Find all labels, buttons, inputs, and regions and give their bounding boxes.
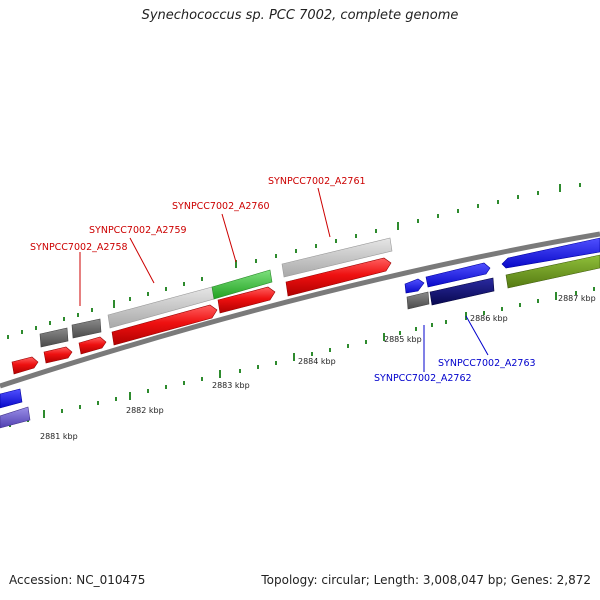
gene-olive[interactable] (505, 254, 600, 289)
gene-blue-long-upper[interactable] (501, 237, 600, 269)
genome-backbone (0, 231, 600, 389)
gene-blue-small-upper[interactable] (404, 278, 425, 294)
scale-label-2883: 2883 kbp (212, 381, 250, 390)
gene-label-a2761[interactable]: SYNPCC7002_A2761 (268, 176, 366, 187)
scale-label-2884: 2884 kbp (298, 357, 336, 366)
scale-label-2886: 2886 kbp (470, 314, 508, 323)
gene-label-a2762[interactable]: SYNPCC7002_A2762 (374, 373, 472, 384)
outer-tick-ring (7, 183, 581, 339)
gene-grey-long-2[interactable] (281, 237, 393, 278)
genome-summary: Topology: circular; Length: 3,008,047 bp… (261, 573, 591, 587)
gene-red-4[interactable] (111, 304, 218, 346)
gene-red-6[interactable] (285, 257, 392, 297)
gene-red-1[interactable] (11, 356, 39, 375)
gene-green[interactable] (211, 269, 273, 300)
gene-label-a2760[interactable]: SYNPCC7002_A2760 (172, 201, 270, 212)
scale-label-2882: 2882 kbp (126, 406, 164, 415)
gene-dark-grey-lower[interactable] (406, 291, 430, 310)
gene-blue-left[interactable] (0, 388, 23, 409)
gene-track-outer-upper (39, 237, 600, 348)
gene-blue-upper[interactable] (425, 262, 491, 288)
genome-title: Synechococcus sp. PCC 7002, complete gen… (141, 8, 459, 23)
gene-red-2[interactable] (43, 346, 73, 364)
scale-label-2881: 2881 kbp (40, 432, 78, 441)
gene-label-a2763[interactable]: SYNPCC7002_A2763 (438, 358, 536, 369)
gene-track-outer-lower (0, 254, 600, 429)
gene-red-5[interactable] (217, 286, 276, 314)
gene-label-a2758[interactable]: SYNPCC7002_A2758 (30, 242, 128, 253)
gene-red-3[interactable] (78, 336, 107, 355)
label-leaders (79, 187, 489, 372)
gene-labels: SYNPCC7002_A2758 SYNPCC7002_A2759 SYNPCC… (30, 176, 536, 384)
gene-label-a2759[interactable]: SYNPCC7002_A2759 (89, 225, 187, 236)
scale-label-2885: 2885 kbp (384, 335, 422, 344)
gene-violet-left[interactable] (0, 406, 31, 429)
gene-grey-small-2[interactable] (71, 318, 102, 339)
gene-navy[interactable] (429, 277, 495, 306)
accession-text: Accession: NC_010475 (9, 573, 146, 587)
gene-grey-small-1[interactable] (39, 327, 69, 348)
scale-label-2887: 2887 kbp (558, 294, 596, 303)
scale-labels: 2881 kbp 2882 kbp 2883 kbp 2884 kbp 2885… (40, 294, 596, 441)
